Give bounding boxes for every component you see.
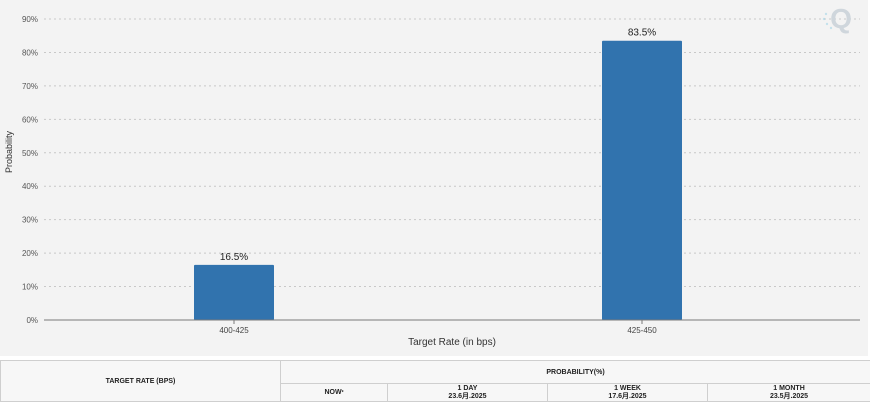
data-labels: 16.5% 83.5%: [220, 28, 656, 263]
column-label: 1 WEEK: [548, 385, 707, 393]
x-tick-label: 425-450: [627, 326, 657, 335]
y-tick-label: 40%: [22, 182, 38, 191]
chart-panel: 0% 10% 20% 30% 40% 50% 60% 70% 80% 90% 16.5% 83.5%…: [0, 0, 868, 356]
x-axis-title: Target Rate (in bps): [408, 337, 496, 348]
y-axis-title: Probability: [4, 130, 14, 173]
y-axis-ticks: 0% 10% 20% 30% 40% 50% 60% 70% 80% 90%: [22, 15, 38, 325]
y-tick-label: 10%: [22, 283, 38, 292]
grid-lines: [44, 19, 860, 287]
y-tick-label: 20%: [22, 249, 38, 258]
logo-letter: Q: [830, 3, 852, 34]
column-label: 1 MONTH: [708, 385, 870, 393]
data-label: 83.5%: [628, 28, 656, 39]
probability-header: PROBABILITY(%): [281, 361, 870, 384]
column-date: 17.6月.2025: [548, 393, 707, 401]
rate-probability-table: TARGET RATE (BPS) PROBABILITY(%) NOW* 1 …: [0, 360, 870, 402]
bars: [194, 41, 682, 320]
column-header-now[interactable]: NOW*: [281, 384, 388, 402]
column-header-1-week[interactable]: 1 WEEK 17.6月.2025: [548, 384, 708, 402]
y-tick-label: 0%: [26, 316, 38, 325]
data-label: 16.5%: [220, 252, 248, 263]
y-tick-label: 60%: [22, 115, 38, 124]
y-tick-label: 30%: [22, 216, 38, 225]
bar-400-425[interactable]: [194, 265, 274, 320]
x-tick-label: 400-425: [219, 326, 249, 335]
bar-425-450[interactable]: [602, 41, 682, 320]
column-date: 23.6月.2025: [388, 393, 547, 401]
y-tick-label: 80%: [22, 48, 38, 57]
column-label: NOW: [324, 389, 341, 396]
y-tick-label: 50%: [22, 149, 38, 158]
probability-bar-chart: 0% 10% 20% 30% 40% 50% 60% 70% 80% 90% 16.5% 83.5%…: [0, 0, 868, 356]
target-rate-header: TARGET RATE (BPS): [1, 361, 281, 402]
column-date: 23.5月.2025: [708, 393, 870, 401]
footnote-marker: *: [342, 390, 344, 396]
y-tick-label: 70%: [22, 82, 38, 91]
column-label: 1 DAY: [388, 385, 547, 393]
x-axis-ticks: 400-425 425-450: [219, 320, 657, 335]
column-header-1-day[interactable]: 1 DAY 23.6月.2025: [388, 384, 548, 402]
column-header-1-month[interactable]: 1 MONTH 23.5月.2025: [708, 384, 870, 402]
q-logo-icon: Q: [820, 2, 854, 34]
y-tick-label: 90%: [22, 15, 38, 24]
